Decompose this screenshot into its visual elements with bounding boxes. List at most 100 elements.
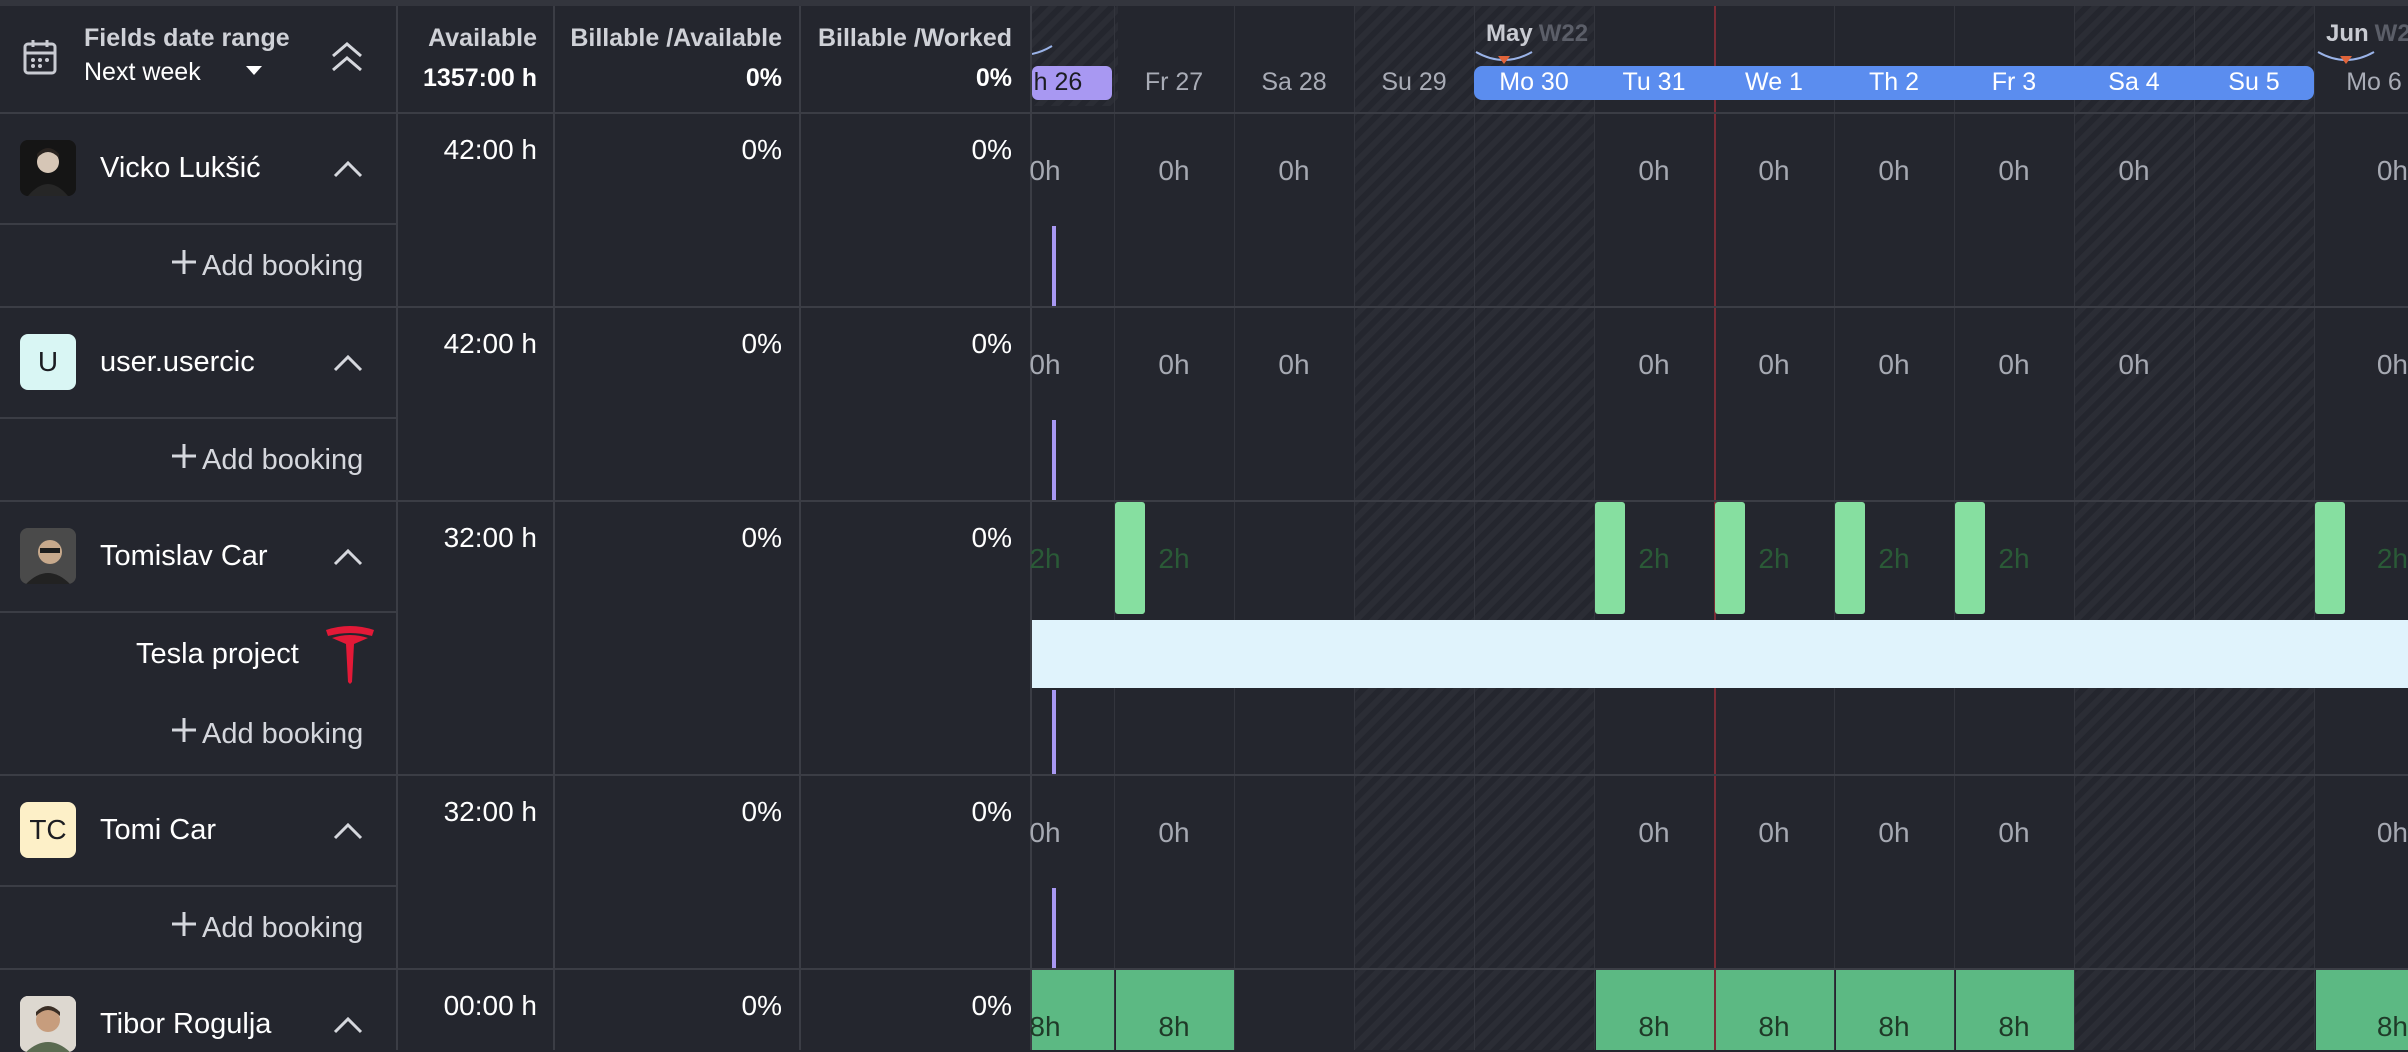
person-name[interactable]: Tomislav Car [100, 540, 268, 572]
day-header[interactable]: h 26 [1033, 68, 1083, 96]
day-header[interactable]: Mo 6 [2346, 68, 2402, 96]
day-hours[interactable]: 2h [1998, 543, 2030, 574]
day-hours[interactable]: 8h [1758, 1011, 1790, 1042]
day-hours[interactable]: 0h [1878, 349, 1910, 380]
day-hours[interactable]: 0h [1029, 349, 1061, 380]
chevron-up-icon[interactable] [333, 822, 363, 840]
booking-block[interactable] [1716, 970, 1834, 1050]
day-hours[interactable]: 2h [1878, 543, 1910, 574]
month-label: Jun W2 [2326, 20, 2408, 47]
booking-bar[interactable] [1115, 502, 1145, 614]
day-hours[interactable]: 0h [1029, 817, 1061, 848]
booking-block[interactable] [1956, 970, 2074, 1050]
day-divider [1354, 6, 1355, 1050]
day-header[interactable]: Su 5 [2228, 68, 2280, 96]
booking-block[interactable] [2316, 970, 2408, 1050]
booking-block[interactable] [1116, 970, 1234, 1050]
day-divider [2194, 6, 2195, 1050]
day-hours[interactable]: 0h [1878, 817, 1910, 848]
day-header[interactable]: We 1 [1745, 68, 1803, 96]
booking-bar[interactable] [2315, 502, 2345, 614]
day-hours[interactable]: 2h [1638, 543, 1670, 574]
column-available-total: 1357:00 h [423, 64, 537, 92]
day-hours[interactable]: 0h [1998, 349, 2030, 380]
booking-bar[interactable] [1595, 502, 1625, 614]
add-booking-button[interactable]: Add booking [170, 442, 363, 478]
day-header[interactable]: Sa 4 [2108, 68, 2160, 96]
booking-block[interactable] [1032, 970, 1114, 1050]
booking-bar[interactable] [1955, 502, 1985, 614]
day-hours[interactable]: 0h [1278, 349, 1310, 380]
day-hours[interactable]: 0h [1758, 817, 1790, 848]
day-hours[interactable]: 8h [1029, 1011, 1061, 1042]
day-header[interactable]: Th 2 [1868, 68, 1920, 96]
day-header[interactable]: Tu 31 [1622, 68, 1686, 96]
avatar [20, 996, 76, 1052]
booking-block[interactable] [1836, 970, 1954, 1050]
add-booking-button[interactable]: Add booking [170, 248, 363, 284]
day-hours[interactable]: 0h [1278, 155, 1310, 186]
day-hours[interactable]: 0h [2118, 349, 2150, 380]
weekend-shade [1355, 6, 1595, 1050]
day-hours[interactable]: 0h [1638, 155, 1670, 186]
day-hours[interactable]: 2h [1758, 543, 1790, 574]
day-hours[interactable]: 0h [1998, 817, 2030, 848]
day-hours[interactable]: 8h [1878, 1011, 1910, 1042]
day-header[interactable]: Su 29 [1381, 68, 1447, 96]
day-hours[interactable]: 0h [2118, 155, 2150, 186]
day-divider [2074, 6, 2075, 1050]
column-billable-worked-label[interactable]: Billable /Worked [817, 24, 1012, 52]
person-name[interactable]: Tibor Rogulja [100, 1008, 272, 1040]
day-hours[interactable]: 2h [1158, 543, 1190, 574]
person-name[interactable]: user.usercic [100, 346, 255, 378]
booking-bar[interactable] [1715, 502, 1745, 614]
day-header[interactable]: Sa 28 [1261, 68, 1327, 96]
column-available-label[interactable]: Available [428, 24, 537, 52]
booking-bar[interactable] [1835, 502, 1865, 614]
add-booking-button[interactable]: Add booking [170, 910, 363, 946]
day-hours[interactable]: 0h [1638, 349, 1670, 380]
day-hours[interactable]: 0h [2376, 155, 2408, 186]
day-hours[interactable]: 2h [1029, 543, 1061, 574]
chevron-up-icon[interactable] [333, 160, 363, 178]
day-hours[interactable]: 0h [1758, 349, 1790, 380]
day-header[interactable]: Fr 3 [1991, 68, 2037, 96]
calendar-icon[interactable] [22, 38, 58, 81]
day-header[interactable]: Fr 27 [1144, 68, 1204, 96]
day-hours[interactable]: 0h [2376, 817, 2408, 848]
day-divider [1954, 6, 1955, 1050]
today-marker [1052, 226, 1056, 306]
add-booking-button[interactable]: Add booking [170, 716, 363, 752]
day-hours[interactable]: 0h [1158, 349, 1190, 380]
day-hours[interactable]: 0h [1998, 155, 2030, 186]
day-header[interactable]: Mo 30 [1499, 68, 1569, 96]
person-name[interactable]: Tomi Car [100, 814, 217, 846]
day-hours[interactable]: 0h [1878, 155, 1910, 186]
project-bar[interactable] [1032, 620, 2408, 688]
day-hours[interactable]: 2h [2376, 543, 2408, 574]
chevron-up-icon[interactable] [333, 354, 363, 372]
project-name[interactable]: Tesla project [136, 638, 299, 670]
day-hours[interactable]: 8h [1158, 1011, 1190, 1042]
day-hours[interactable]: 0h [2376, 349, 2408, 380]
date-range-dropdown[interactable]: Next week [84, 58, 263, 87]
selected-range-highlight [1474, 66, 2314, 100]
day-hours[interactable]: 8h [1998, 1011, 2030, 1042]
chevron-up-icon[interactable] [333, 1016, 363, 1034]
billable-available-value: 0% [741, 328, 782, 359]
avatar [20, 528, 76, 584]
collapse-all-icon[interactable] [330, 40, 364, 79]
sub-divider [0, 223, 396, 225]
day-hours[interactable]: 0h [1158, 817, 1190, 848]
chevron-up-icon[interactable] [333, 548, 363, 566]
person-name[interactable]: Vicko Lukšić [100, 152, 261, 184]
day-hours[interactable]: 0h [1029, 155, 1061, 186]
day-hours[interactable]: 0h [1638, 817, 1670, 848]
today-highlight [1032, 66, 1112, 100]
day-hours[interactable]: 8h [2376, 1011, 2408, 1042]
day-hours[interactable]: 0h [1158, 155, 1190, 186]
day-hours[interactable]: 0h [1758, 155, 1790, 186]
column-billable-available-label[interactable]: Billable /Available [570, 24, 782, 52]
booking-block[interactable] [1596, 970, 1714, 1050]
day-hours[interactable]: 8h [1638, 1011, 1670, 1042]
